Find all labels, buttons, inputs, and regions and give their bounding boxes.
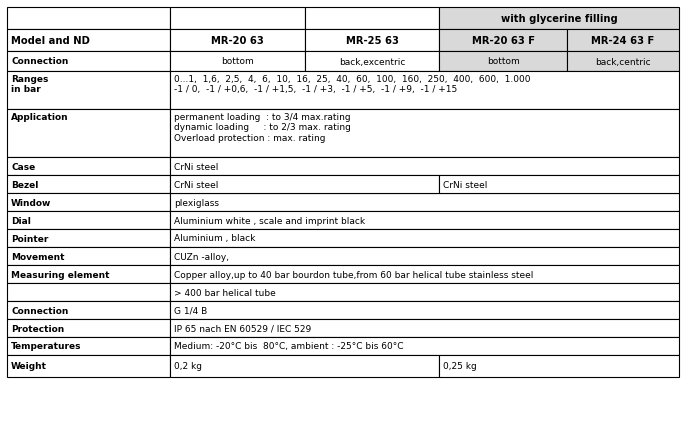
Text: Connection: Connection bbox=[11, 306, 69, 315]
Bar bbox=[7, 301, 170, 319]
Bar bbox=[170, 30, 305, 52]
Bar bbox=[567, 52, 679, 72]
Text: Weight: Weight bbox=[11, 362, 47, 371]
Bar bbox=[170, 319, 679, 337]
Bar bbox=[7, 194, 170, 212]
Text: Aluminium white , scale and imprint black: Aluminium white , scale and imprint blac… bbox=[174, 216, 365, 225]
Bar bbox=[170, 283, 679, 301]
Bar bbox=[7, 8, 170, 30]
Text: Bezel: Bezel bbox=[11, 180, 38, 189]
Bar bbox=[305, 52, 439, 72]
Text: Dial: Dial bbox=[11, 216, 31, 225]
Text: Pointer: Pointer bbox=[11, 234, 48, 243]
Text: MR-20 63 F: MR-20 63 F bbox=[471, 36, 534, 46]
Text: back,excentric: back,excentric bbox=[339, 57, 405, 66]
Bar bbox=[7, 319, 170, 337]
Bar bbox=[170, 337, 679, 355]
Text: IP 65 nach EN 60529 / IEC 529: IP 65 nach EN 60529 / IEC 529 bbox=[174, 324, 311, 333]
Bar bbox=[170, 355, 439, 377]
Text: 0,25 kg: 0,25 kg bbox=[443, 362, 477, 371]
Text: bottom: bottom bbox=[221, 57, 254, 66]
Bar bbox=[439, 8, 679, 30]
Text: Movement: Movement bbox=[11, 252, 65, 261]
Bar bbox=[170, 72, 679, 110]
Bar bbox=[170, 194, 679, 212]
Text: CrNi steel: CrNi steel bbox=[174, 162, 218, 171]
Text: Ranges
in bar: Ranges in bar bbox=[11, 75, 48, 94]
Text: bottom: bottom bbox=[486, 57, 519, 66]
Bar bbox=[170, 212, 679, 230]
Text: CrNi steel: CrNi steel bbox=[443, 180, 487, 189]
Text: 0...1,  1,6,  2,5,  4,  6,  10,  16,  25,  40,  60,  100,  160,  250,  400,  600: 0...1, 1,6, 2,5, 4, 6, 10, 16, 25, 40, 6… bbox=[174, 75, 530, 94]
Text: back,centric: back,centric bbox=[595, 57, 651, 66]
Text: plexiglass: plexiglass bbox=[174, 198, 219, 207]
Bar bbox=[7, 110, 170, 158]
Text: CUZn -alloy,: CUZn -alloy, bbox=[174, 252, 229, 261]
Bar bbox=[170, 52, 305, 72]
Text: Measuring element: Measuring element bbox=[11, 270, 109, 279]
Text: Model and ND: Model and ND bbox=[11, 36, 90, 46]
Bar bbox=[170, 158, 679, 175]
Text: MR-24 63 F: MR-24 63 F bbox=[592, 36, 655, 46]
Text: Case: Case bbox=[11, 162, 35, 171]
Bar bbox=[7, 72, 170, 110]
Text: Connection: Connection bbox=[11, 57, 69, 66]
Text: Copper alloy,up to 40 bar bourdon tube,from 60 bar helical tube stainless steel: Copper alloy,up to 40 bar bourdon tube,f… bbox=[174, 270, 533, 279]
Bar bbox=[439, 355, 679, 377]
Text: Temperatures: Temperatures bbox=[11, 342, 82, 351]
Bar bbox=[7, 355, 170, 377]
Text: 0,2 kg: 0,2 kg bbox=[174, 362, 202, 371]
Bar bbox=[305, 30, 439, 52]
Text: > 400 bar helical tube: > 400 bar helical tube bbox=[174, 288, 275, 297]
Text: with glycerine filling: with glycerine filling bbox=[501, 14, 618, 24]
Text: CrNi steel: CrNi steel bbox=[174, 180, 218, 189]
Text: Window: Window bbox=[11, 198, 52, 207]
Bar bbox=[7, 247, 170, 265]
Text: Protection: Protection bbox=[11, 324, 65, 333]
Bar bbox=[439, 52, 567, 72]
Bar bbox=[170, 247, 679, 265]
Bar bbox=[7, 283, 170, 301]
Text: Aluminium , black: Aluminium , black bbox=[174, 234, 256, 243]
Bar bbox=[567, 30, 679, 52]
Bar bbox=[170, 265, 679, 283]
Text: Application: Application bbox=[11, 113, 69, 122]
Text: G 1/4 B: G 1/4 B bbox=[174, 306, 207, 315]
Bar bbox=[7, 158, 170, 175]
Bar bbox=[7, 175, 170, 194]
Bar bbox=[7, 230, 170, 247]
Bar bbox=[7, 265, 170, 283]
Bar bbox=[305, 8, 439, 30]
Bar bbox=[7, 30, 170, 52]
Text: MR-20 63: MR-20 63 bbox=[211, 36, 264, 46]
Bar bbox=[170, 301, 679, 319]
Text: Medium: -20°C bis  80°C, ambient : -25°C bis 60°C: Medium: -20°C bis 80°C, ambient : -25°C … bbox=[174, 342, 403, 351]
Bar bbox=[439, 30, 567, 52]
Bar bbox=[7, 212, 170, 230]
Bar bbox=[7, 52, 170, 72]
Bar bbox=[7, 337, 170, 355]
Bar bbox=[170, 8, 305, 30]
Bar bbox=[170, 110, 679, 158]
Text: MR-25 63: MR-25 63 bbox=[346, 36, 398, 46]
Text: permanent loading  : to 3/4 max.rating
dynamic loading     : to 2/3 max. rating
: permanent loading : to 3/4 max.rating dy… bbox=[174, 113, 351, 142]
Bar bbox=[170, 175, 439, 194]
Bar bbox=[170, 230, 679, 247]
Bar bbox=[439, 175, 679, 194]
